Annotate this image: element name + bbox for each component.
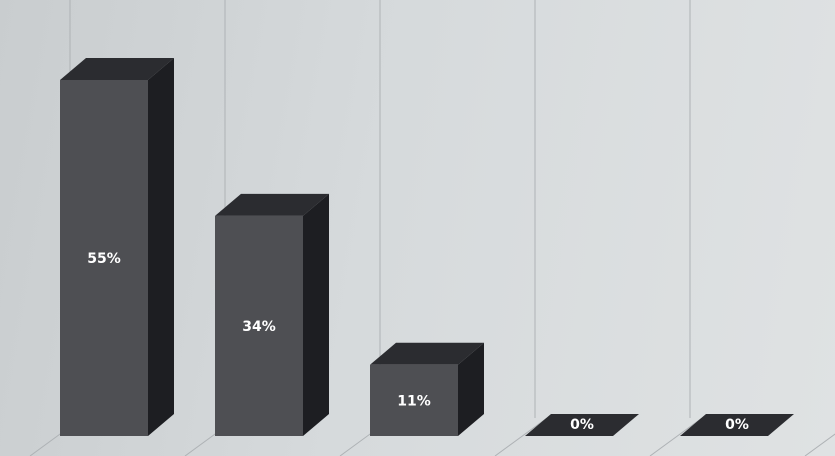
bar-top <box>215 193 329 216</box>
data-label: 11% <box>397 393 431 409</box>
bar-front <box>60 80 148 436</box>
bar-side <box>303 193 329 436</box>
data-label: 0% <box>725 417 749 433</box>
floor-gridline <box>804 433 835 456</box>
bar <box>370 342 484 436</box>
bar <box>680 414 794 436</box>
bars <box>60 58 794 436</box>
bar <box>215 193 329 436</box>
bar-top <box>525 414 639 436</box>
data-label: 0% <box>570 417 594 433</box>
data-label: 55% <box>87 251 121 267</box>
bar-front <box>215 215 303 436</box>
data-label: 34% <box>242 319 276 335</box>
bar-top <box>60 58 174 80</box>
bar-top <box>370 342 484 365</box>
data-labels: 55% 34% 11% 0% 0% <box>87 251 749 433</box>
bar <box>525 414 639 436</box>
bar-side <box>148 58 174 436</box>
bar <box>60 58 174 436</box>
bar-side <box>458 342 484 436</box>
bar-top <box>680 414 794 436</box>
floor-gridline <box>494 417 548 456</box>
bar-front <box>370 364 458 436</box>
floor-gridline <box>649 417 703 456</box>
